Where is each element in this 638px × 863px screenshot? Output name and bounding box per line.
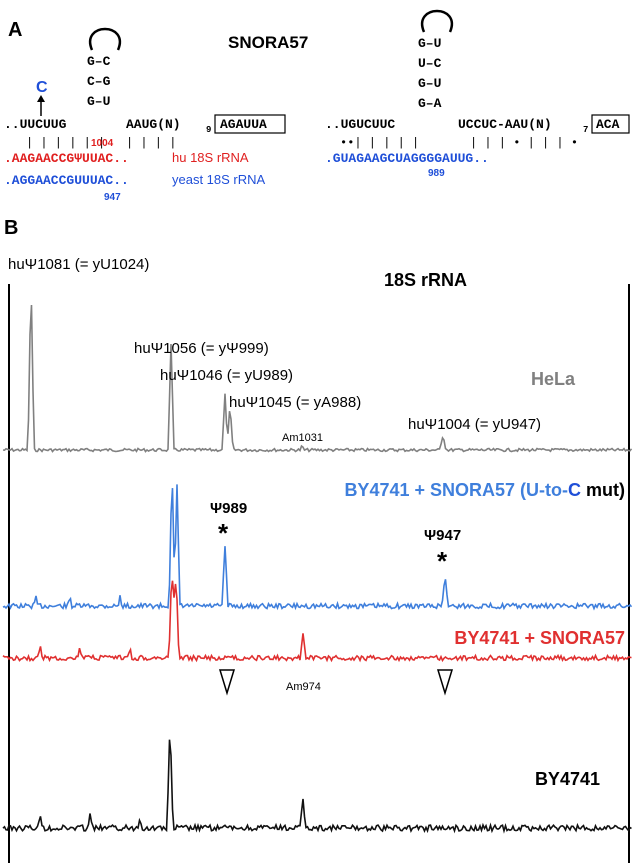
left-pairs: | | | | | | <box>26 136 105 150</box>
left-box-frame <box>214 114 286 134</box>
right-stem-3: G–U <box>418 76 441 91</box>
triangle-947-icon <box>436 669 454 696</box>
track-label-wt: BY4741 <box>535 769 600 789</box>
yeast-18s-seq-left: .AGGAACCGUUUAC.. <box>4 173 129 188</box>
track-label-hela: HeLa <box>531 369 576 389</box>
hu-18s-seq: .AAGAACCGΨUUAC.. <box>4 151 129 166</box>
star-989-icon: * <box>218 518 229 548</box>
track-label-mut-pre: BY4741 + SNORA57 (U-to- <box>344 480 568 500</box>
left-guide-seq-2: AAUG(N) <box>126 117 181 132</box>
left-stem-1: G–C <box>87 54 111 69</box>
peak-label-1004: huΨ1004 (= yU947) <box>408 416 541 433</box>
trace-hela <box>2 304 633 453</box>
right-hairpin: G–U U–C G–U G–A <box>418 9 454 111</box>
track-label-mut-post: mut) <box>581 480 625 500</box>
right-stem-1: G–U <box>418 36 441 51</box>
right-box-frame <box>591 114 630 134</box>
left-box-seq: AGAUUA <box>220 117 267 132</box>
track-label-snora: BY4741 + SNORA57 <box>454 628 625 648</box>
hu-18s-label: hu 18S rRNA <box>172 150 249 165</box>
yeast-18s-label: yeast 18S rRNA <box>172 172 266 187</box>
yeast-pos-947: 947 <box>104 192 121 203</box>
right-guide-seq: ..UGUCUUC <box>325 117 395 132</box>
mutation-c: C <box>36 79 48 96</box>
left-pairs-2: | | | | <box>126 136 176 150</box>
panel-a-label: A <box>8 19 22 41</box>
panel-b-label: B <box>4 217 18 239</box>
right-stem-2: U–C <box>418 56 442 71</box>
right-hairpin-loop <box>420 9 454 33</box>
right-box-seq: ACA <box>596 117 620 132</box>
left-hairpin-loop <box>88 27 122 51</box>
trace-mut <box>2 484 633 611</box>
left-n-count: 9 <box>206 125 211 135</box>
right-pairs-2: | | | • | | | • <box>470 136 578 150</box>
left-stem-2: C–G <box>87 74 111 89</box>
star-947-icon: * <box>437 546 448 576</box>
track-label-mut-c: C <box>568 480 581 500</box>
peak-label-psi989: Ψ989 <box>210 500 247 517</box>
snora57-title: SNORA57 <box>228 33 308 52</box>
peak-label-am1031: Am1031 <box>282 432 323 444</box>
trace-wt <box>2 739 632 834</box>
yeast-18s-seq-right: .GUAGAAGCUAGGGGAUUG.. <box>325 151 489 166</box>
peak-label-1046: huΨ1046 (= yU989) <box>160 367 293 384</box>
left-stem-3: G–U <box>87 94 110 109</box>
peak-label-am974: Am974 <box>286 681 321 693</box>
peak-label-1081: huΨ1081 (= yU1024) <box>8 256 149 273</box>
hu-pos-1004: 1004 <box>91 138 114 149</box>
right-stem-4: G–A <box>418 96 442 111</box>
peak-label-1045: huΨ1045 (= yA988) <box>229 394 361 411</box>
right-guide-seq-2: UCCUC-AAU(N) <box>458 117 552 132</box>
mutation-arrowhead-icon <box>37 95 45 102</box>
18s-rrna-title: 18S rRNA <box>384 270 467 290</box>
left-guide-seq: ..UUCUUG <box>4 117 67 132</box>
right-pairs: ••| | | | | <box>340 136 419 150</box>
yeast-pos-989: 989 <box>428 168 445 179</box>
left-hairpin: G–C C–G G–U <box>87 27 122 109</box>
trace-snora <box>2 580 632 663</box>
right-n-count: 7 <box>583 125 588 135</box>
peak-label-1056: huΨ1056 (= yΨ999) <box>134 340 269 357</box>
peak-label-psi947: Ψ947 <box>424 527 461 544</box>
track-label-mut: BY4741 + SNORA57 (U-to-C mut) <box>344 480 625 500</box>
triangle-989-icon <box>218 669 236 696</box>
